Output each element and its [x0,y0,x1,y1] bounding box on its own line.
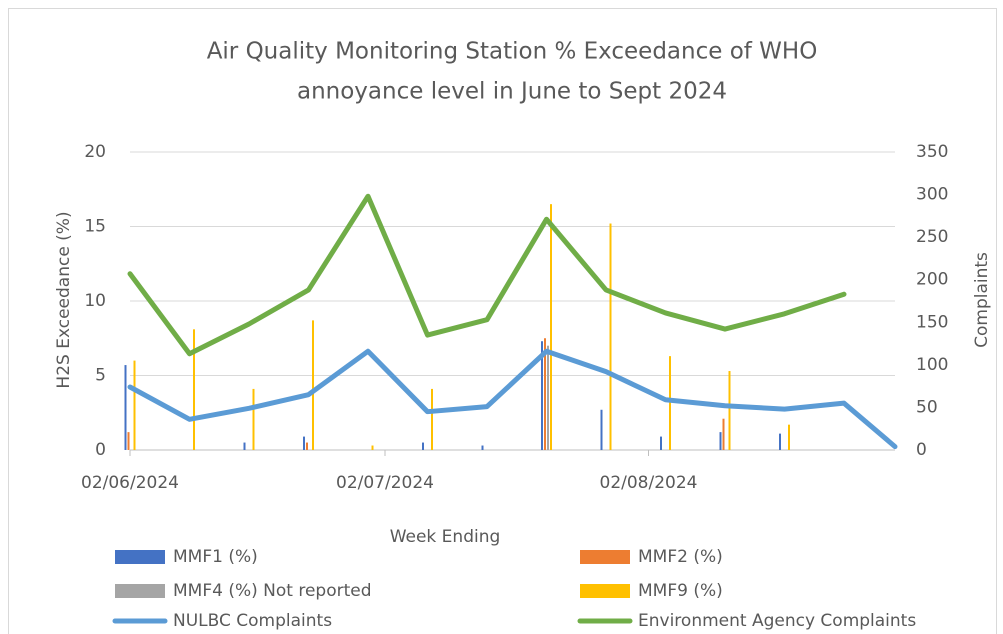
bar [660,436,662,450]
y2-tick-label: 50 [916,397,938,417]
legend-label: NULBC Complaints [173,611,332,631]
bar [547,345,549,450]
y2-axis-label: Complaints [972,252,992,348]
bar [303,436,305,450]
x-tick-label: 02/08/2024 [600,473,698,493]
bar [481,445,484,450]
y-axis-label: H2S Exceedance (%) [54,211,74,388]
y-tick-label: 10 [84,291,106,311]
bar [788,424,790,450]
bar [719,432,722,450]
legend-swatch [115,550,165,564]
bar [371,445,374,450]
y-tick-label: 0 [95,440,106,460]
bar [127,432,130,450]
bar [431,388,433,450]
legend-label: MMF1 (%) [173,547,258,567]
legend-swatch [580,584,630,598]
bar [609,223,612,450]
line [127,193,847,357]
bar [669,356,671,450]
y-tick-label: 15 [84,217,106,237]
y-tick-label: 5 [95,366,106,386]
bar [133,360,136,450]
bar [193,329,195,450]
y-tick-label: 20 [84,142,106,162]
bar [541,341,543,450]
bar [722,418,725,450]
y2-tick-label: 0 [916,440,927,460]
x-axis-label: Week Ending [390,527,501,547]
legend-label: MMF9 (%) [638,581,723,601]
legend-label: MMF4 (%) Not reported [173,581,372,601]
chart-title: Air Quality Monitoring Station % Exceeda… [207,39,818,65]
bar [728,371,731,450]
legend-swatch [115,584,165,598]
bar [550,204,552,450]
bar [600,409,603,450]
chart-title: annoyance level in June to Sept 2024 [297,79,727,105]
line [127,348,898,450]
y2-tick-label: 150 [916,312,948,332]
bar [779,433,781,450]
legend-swatch [580,550,630,564]
legend-label: Environment Agency Complaints [638,611,916,631]
bar [306,442,308,450]
x-tick-label: 02/07/2024 [336,473,434,493]
chart-frame [8,8,997,634]
bar [312,320,314,450]
legend-label: MMF2 (%) [638,547,723,567]
x-tick-label: 02/06/2024 [81,473,179,493]
y2-tick-label: 350 [916,142,948,162]
y2-tick-label: 300 [916,185,948,205]
bar [544,338,546,450]
bar [243,442,246,450]
bar [252,388,255,450]
y2-tick-label: 100 [916,355,948,375]
bar [124,365,127,450]
bar [422,442,424,450]
y2-tick-label: 200 [916,270,948,290]
y2-tick-label: 250 [916,227,948,247]
